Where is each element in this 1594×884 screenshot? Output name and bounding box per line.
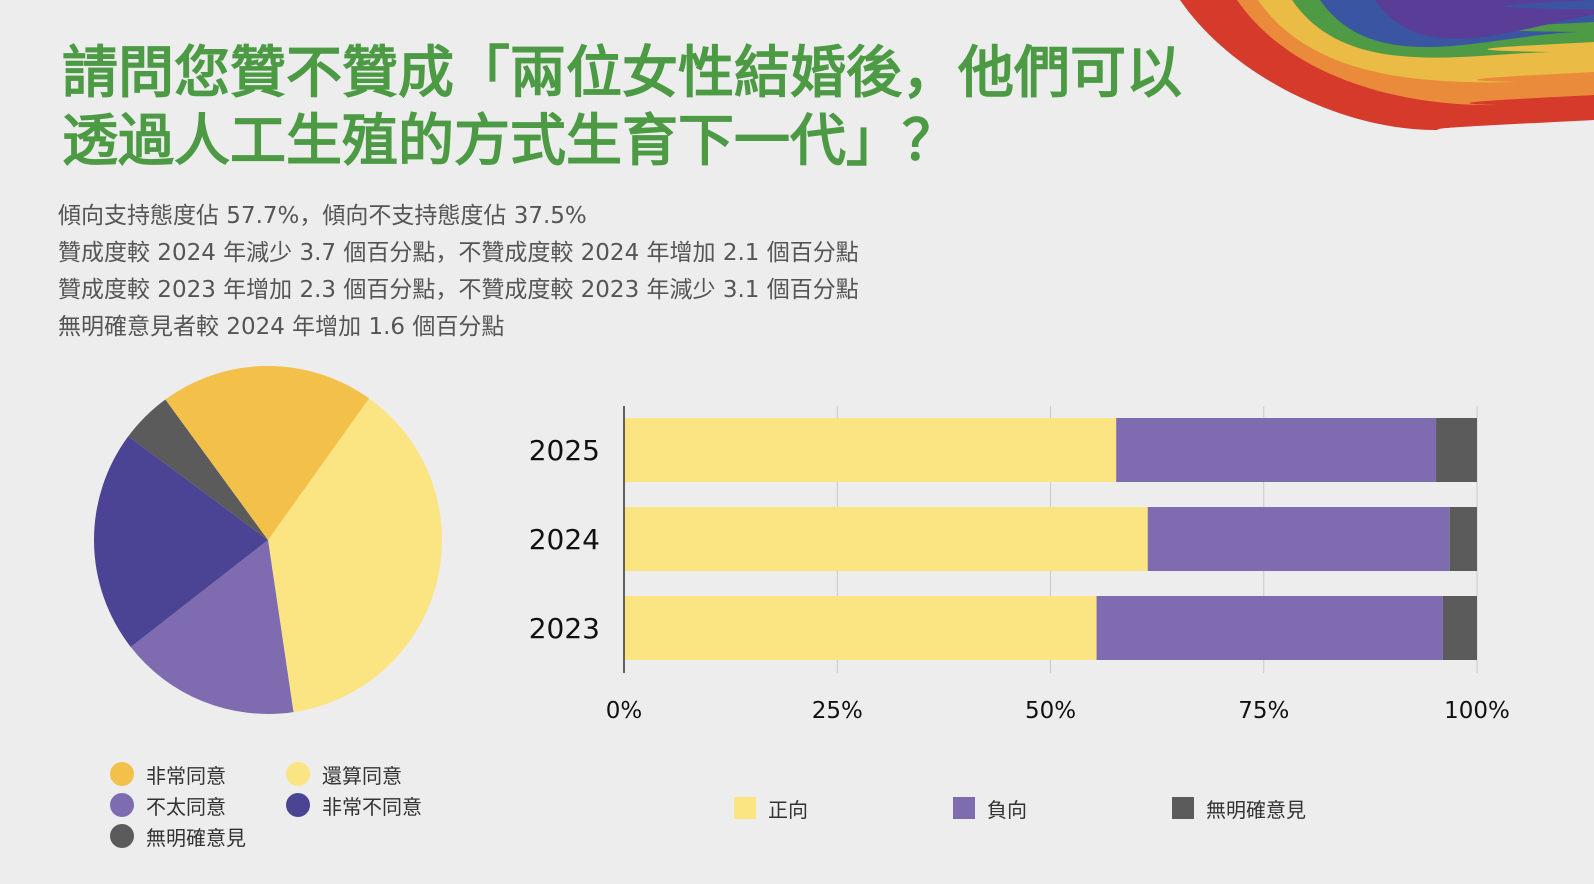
bar-segment — [1096, 596, 1443, 660]
pie-legend: 非常同意 還算同意 不太同意 非常不同意 無明確意見 — [110, 762, 456, 850]
bar-segment — [1442, 596, 1477, 660]
pie-legend-item: 非常不同意 — [286, 793, 456, 819]
x-tick-label: 50% — [1025, 698, 1076, 724]
y-category-label: 2023 — [529, 612, 600, 645]
pie-legend-item: 無明確意見 — [110, 824, 286, 850]
x-tick-label: 0% — [606, 698, 643, 724]
summary-line-1: 傾向支持態度佔 57.7%，傾向不支持態度佔 37.5% — [58, 203, 587, 229]
legend-label: 不太同意 — [146, 794, 226, 819]
bar-legend-item: 正向 — [734, 796, 808, 822]
rainbow-band — [1375, 0, 1594, 39]
legend-label: 非常不同意 — [322, 794, 422, 819]
bar-segment — [1147, 507, 1450, 571]
bar-legend-item: 負向 — [953, 796, 1027, 822]
x-tick-label: 100% — [1444, 698, 1510, 724]
pie-legend-item: 不太同意 — [110, 793, 286, 819]
summary-text: 傾向支持態度佔 57.7%，傾向不支持態度佔 37.5% 贊成度較 2024 年… — [58, 198, 859, 346]
legend-label: 無明確意見 — [146, 825, 246, 850]
bar-segment — [624, 418, 1117, 482]
page-title: 請問您贊不贊成「兩位女性結婚後，他們可以 透過人工生殖的方式生育下一代」？ — [62, 40, 1262, 176]
pie-slice — [130, 540, 294, 714]
pie-slice — [128, 399, 268, 540]
legend-swatch-somewhat-disagree — [110, 793, 134, 817]
legend-swatch-somewhat-agree — [286, 762, 310, 786]
pie-slice — [93, 436, 268, 647]
legend-label: 無明確意見 — [1206, 797, 1306, 822]
pie-slice — [268, 398, 442, 713]
bar-legend-item: 無明確意見 — [1172, 796, 1306, 822]
bar-segment — [624, 507, 1148, 571]
title-line-2: 透過人工生殖的方式生育下一代」？ — [62, 109, 958, 174]
legend-label: 還算同意 — [322, 763, 402, 788]
x-tick-label: 75% — [1238, 698, 1289, 724]
bar-segment — [1116, 418, 1437, 482]
title-line-1: 請問您贊不贊成「兩位女性結婚後，他們可以 — [62, 41, 1182, 106]
summary-line-2: 贊成度較 2024 年減少 3.7 個百分點，不贊成度較 2024 年增加 2.… — [58, 240, 859, 266]
y-category-label: 2024 — [529, 523, 600, 556]
x-tick-label: 25% — [812, 698, 863, 724]
legend-label: 負向 — [987, 797, 1027, 822]
legend-swatch-strongly-agree — [110, 762, 134, 786]
legend-swatch-no-opinion — [110, 824, 134, 848]
pie-slice — [165, 365, 370, 540]
legend-label: 非常同意 — [146, 763, 226, 788]
legend-label: 正向 — [768, 797, 808, 822]
summary-line-4: 無明確意見者較 2024 年增加 1.6 個百分點 — [58, 314, 505, 340]
legend-swatch-negative — [953, 797, 975, 819]
bar-segment — [1449, 507, 1477, 571]
legend-swatch-no-opinion — [1172, 797, 1194, 819]
bar-segment — [624, 596, 1097, 660]
legend-swatch-positive — [734, 797, 756, 819]
pie-legend-item: 還算同意 — [286, 762, 456, 788]
summary-line-3: 贊成度較 2023 年增加 2.3 個百分點，不贊成度較 2023 年減少 3.… — [58, 277, 859, 303]
bar-segment — [1436, 418, 1477, 482]
pie-legend-item: 非常同意 — [110, 762, 286, 788]
legend-swatch-strongly-disagree — [286, 793, 310, 817]
y-category-label: 2025 — [529, 434, 600, 467]
